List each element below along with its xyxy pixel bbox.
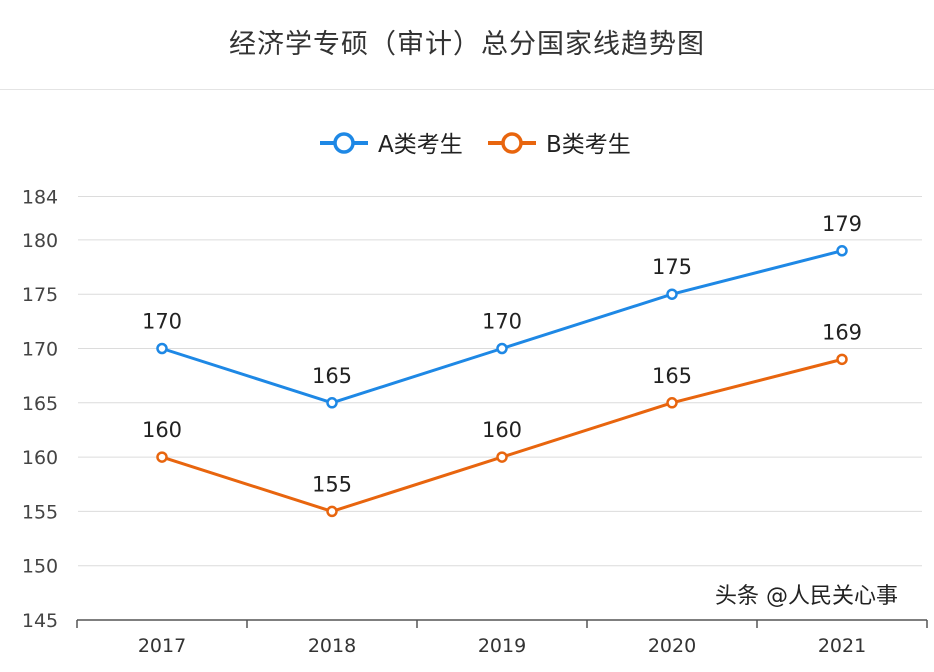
data-point [156,451,168,463]
y-tick-label: 165 [22,393,58,415]
data-label: 155 [312,472,352,496]
data-label: 175 [652,255,692,279]
watermark: 头条 @人民关心事 [715,584,898,609]
data-point [496,451,508,463]
title-divider [0,89,934,90]
data-label: 165 [312,364,352,388]
legend-marker-icon [501,132,523,154]
y-tick-label: 155 [22,501,58,523]
y-tick-label: 145 [22,610,58,632]
data-point [326,505,338,518]
data-label: 160 [142,418,182,442]
data-label: 169 [822,320,862,344]
data-point [156,342,168,355]
data-point [666,288,678,300]
data-point [836,353,848,366]
data-point [666,397,678,409]
legend-label: B类考生 [546,132,631,158]
y-tick-label: 170 [22,339,58,361]
x-tick-label: 2018 [308,635,356,657]
data-point [496,342,508,355]
x-tick-label: 2021 [818,635,866,657]
x-tick-label: 2020 [648,635,696,657]
legend-marker-icon [333,132,355,154]
data-point [836,245,848,257]
y-tick-label: 184 [22,186,58,208]
x-tick-label: 2017 [138,635,186,657]
chart-title: 经济学专硕（审计）总分国家线趋势图 [229,29,705,60]
data-label: 170 [142,310,182,334]
legend-label: A类考生 [378,132,463,158]
data-point [326,397,338,409]
data-label: 179 [822,212,862,236]
y-tick-label: 150 [22,556,58,578]
data-label: 170 [482,310,522,334]
data-label: 160 [482,418,522,442]
data-label: 165 [652,364,692,388]
y-tick-label: 160 [22,447,58,469]
y-tick-label: 175 [22,284,58,306]
y-tick-label: 180 [22,230,58,252]
x-tick-label: 2019 [478,635,526,657]
